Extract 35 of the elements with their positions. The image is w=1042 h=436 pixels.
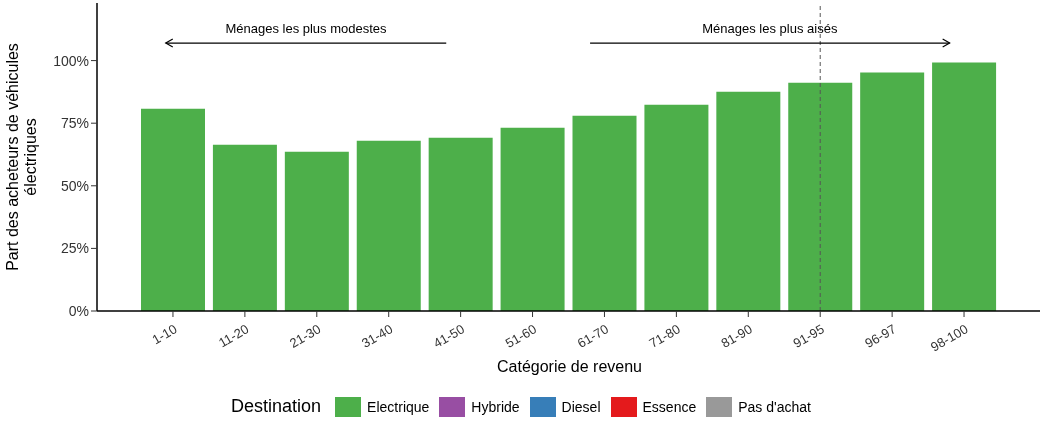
legend-label: Pas d'achat [738,398,811,415]
bar [212,144,277,311]
x-tick-label: 51-60 [502,321,540,351]
bar [788,82,853,311]
x-tick-label: 41-50 [430,321,468,351]
x-tick-label: 61-70 [574,321,611,351]
y-tick-label: 50% [60,177,89,194]
annotation: Ménages les plus modestes [225,21,388,37]
x-tick-label: 71-80 [646,321,683,351]
bar [572,115,637,311]
bar [500,127,565,311]
bar [860,72,925,311]
bar [284,151,349,311]
x-tick-label: 31-40 [358,321,396,351]
x-tick-label: 81-90 [718,321,755,351]
y-tick-label: 75% [60,115,89,132]
bar [932,62,997,311]
bar [716,91,781,311]
legend-label: Hybride [471,398,520,415]
bar [428,137,493,311]
legend-label: Diesel [561,398,601,415]
y-tick-label: 25% [60,240,89,257]
x-axis-title: Catégorie de revenu [496,358,643,376]
legend-label: Electrique [367,398,430,415]
legend-label: Essence [642,398,697,415]
bar [356,140,421,311]
annotation: Ménages les plus aisés [702,21,838,37]
x-tick-label: 11-20 [215,321,252,351]
x-tick-label: 1-10 [149,321,180,348]
y-tick-label: 100% [53,52,89,69]
y-axis-title: Part des acheteurs de véhicules électriques [4,43,39,271]
bar [644,104,709,311]
bar [141,108,205,311]
legend-title: Destination [231,396,322,417]
y-tick-label: 0% [68,302,89,319]
